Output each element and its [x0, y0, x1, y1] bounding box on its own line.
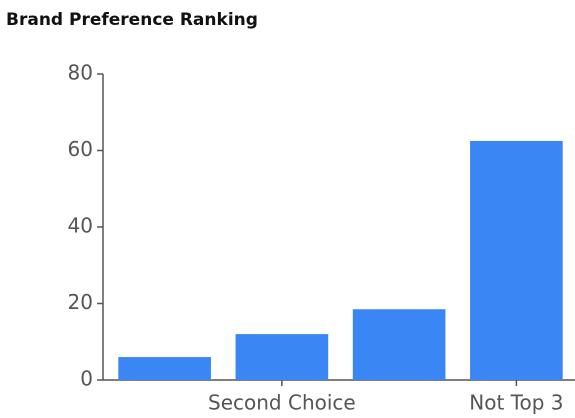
bar — [118, 357, 211, 380]
y-tick-label: 60 — [68, 137, 93, 161]
y-tick-label: 0 — [80, 367, 93, 391]
chart-title: Brand Preference Ranking — [6, 10, 258, 30]
bar — [352, 309, 446, 380]
bar — [235, 334, 329, 380]
x-tick-label: Second Choice — [208, 391, 356, 415]
y-tick-label: 40 — [68, 214, 93, 238]
y-tick-label: 20 — [68, 290, 93, 314]
bar — [470, 140, 563, 380]
x-tick-label: Not Top 3 — [469, 391, 563, 415]
y-tick-label: 80 — [68, 61, 93, 85]
